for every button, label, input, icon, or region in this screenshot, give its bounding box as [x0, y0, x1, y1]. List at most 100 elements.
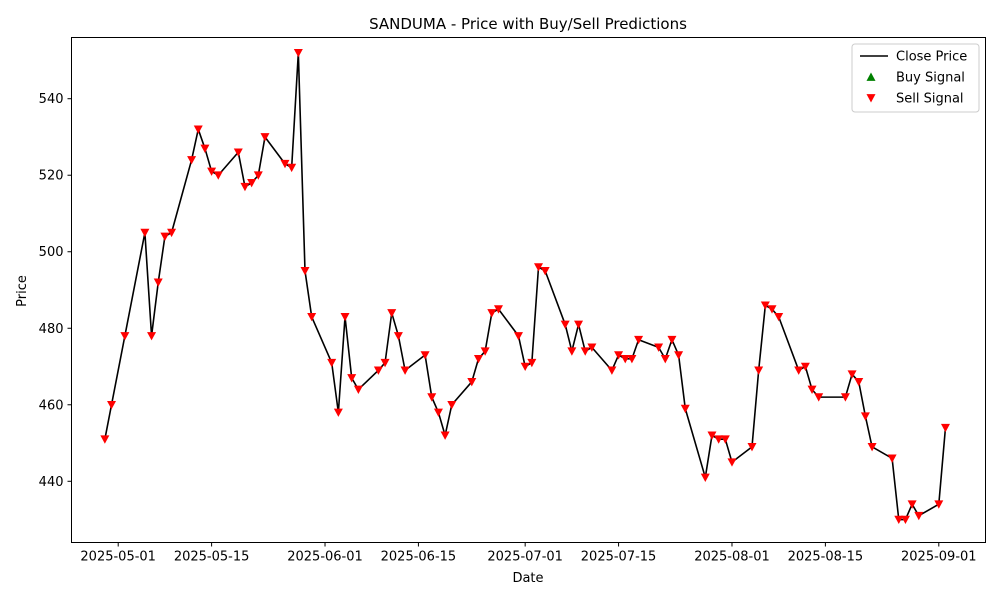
y-tick-label: 500	[39, 245, 64, 260]
x-tick-label: 2025-05-15	[174, 550, 250, 565]
sell-signal-marker	[347, 374, 357, 383]
x-tick-label: 2025-05-01	[80, 550, 156, 565]
sell-signal-marker	[487, 309, 497, 318]
sell-signal-marker	[213, 171, 223, 180]
plot-area	[100, 48, 950, 525]
sell-signal-marker	[280, 159, 290, 169]
y-tick-label: 520	[39, 169, 64, 184]
sell-signal-marker	[674, 351, 684, 360]
sell-signal-marker	[247, 179, 257, 188]
sell-signal-marker	[300, 267, 310, 276]
y-tick-label: 460	[39, 398, 64, 413]
sell-signal-marker	[754, 366, 764, 375]
sell-signal-marker	[147, 332, 157, 341]
close-price-line	[104, 51, 947, 521]
sell-signal-marker	[727, 458, 737, 467]
sell-signal-marker	[287, 163, 297, 173]
sell-signal-marker	[940, 423, 950, 433]
x-tick-label: 2025-08-15	[788, 550, 864, 565]
sell-signal-marker	[253, 171, 263, 180]
sell-signal-marker	[774, 312, 784, 322]
sell-signal-marker	[887, 454, 897, 463]
legend-sell-marker	[866, 94, 876, 103]
sell-signal-marker	[580, 347, 590, 356]
x-tick-label: 2025-07-15	[581, 550, 657, 565]
x-tick-label: 2025-06-15	[381, 550, 457, 565]
sell-signal-marker	[400, 366, 410, 375]
sell-signal-marker	[907, 500, 917, 509]
legend-buy-marker	[866, 72, 876, 81]
sell-signal-marker	[260, 133, 270, 142]
sell-signal-marker	[200, 144, 210, 153]
sell-signal-marker	[427, 393, 437, 402]
sell-signal-marker	[914, 511, 924, 521]
sell-signal-marker	[120, 332, 130, 341]
sell-signal-marker	[440, 431, 450, 440]
y-axis-label: Price	[15, 275, 30, 307]
sell-signal-marker	[854, 377, 864, 387]
sell-signal-marker	[353, 385, 363, 394]
sell-signal-marker	[807, 385, 817, 394]
y-tick-label: 440	[39, 475, 64, 490]
sell-signal-marker	[620, 355, 630, 364]
x-tick-label: 2025-07-01	[487, 550, 563, 565]
sell-signal-marker	[627, 355, 637, 364]
sell-signal-marker	[187, 156, 197, 165]
sell-signal-marker	[760, 301, 770, 310]
x-tick-label: 2025-08-01	[694, 550, 770, 565]
sell-signal-marker	[894, 515, 904, 525]
sell-signal-marker	[680, 404, 690, 414]
legend-box	[851, 43, 980, 113]
sell-signal-marker	[707, 431, 717, 440]
sell-signal-marker	[607, 366, 617, 375]
sell-signal-marker	[567, 347, 577, 356]
sell-signal-marker	[720, 435, 730, 444]
sell-signal-marker	[380, 358, 390, 368]
legend-label: Close Price	[896, 50, 967, 65]
sell-signal-marker	[233, 148, 243, 157]
sell-signal-marker	[634, 335, 644, 345]
sell-signal-marker	[240, 182, 250, 192]
sell-signal-marker	[433, 408, 443, 417]
axis-ticks: 2025-05-01 2025-05-15 2025-06-01 2025-06-15…	[39, 92, 977, 564]
sell-signal-marker	[560, 320, 570, 329]
sell-signal-marker	[520, 362, 530, 372]
sell-signal-marker	[534, 263, 544, 272]
sell-signal-marker	[327, 358, 337, 368]
sell-signal-marker	[614, 351, 624, 360]
sell-signal-marker	[814, 393, 824, 402]
sell-signal-marker	[373, 366, 383, 375]
sell-signal-marker	[714, 435, 724, 444]
x-axis-label: Date	[512, 571, 543, 586]
y-tick-label: 540	[39, 92, 64, 107]
x-tick-label: 2025-09-01	[901, 550, 977, 565]
sell-signal-marker	[160, 232, 170, 241]
sell-signal-marker	[420, 351, 430, 360]
plot-frame	[71, 37, 986, 543]
chart-title: SANDUMA - Price with Buy/Sell Prediction…	[369, 15, 687, 33]
sell-signal-marker	[333, 408, 343, 417]
legend: Close Price Buy Signal Sell Signal	[851, 43, 980, 113]
sell-signal-marker	[934, 500, 944, 509]
sell-signal-marker	[467, 377, 477, 387]
sell-signal-marker	[193, 125, 203, 134]
sell-signal-marker	[767, 305, 777, 314]
sell-signal-marker	[140, 228, 150, 238]
sell-signal-marker	[900, 515, 910, 525]
legend-label: Sell Signal	[896, 92, 964, 107]
sell-signal-marker	[480, 347, 490, 356]
sell-signal-marker	[800, 362, 810, 372]
sell-signal-marker	[387, 309, 397, 318]
sell-signal-marker	[540, 267, 550, 276]
sell-signal-marker	[700, 473, 710, 482]
sell-signal-marker	[840, 393, 850, 402]
sell-signal-marker	[393, 332, 403, 341]
sell-signal-marker	[660, 355, 670, 364]
y-tick-label: 480	[39, 322, 64, 337]
sell-signal-marker	[293, 48, 303, 58]
sell-signal-marker	[473, 355, 483, 364]
sell-signal-marker	[340, 312, 350, 322]
sell-signal-marker	[860, 412, 870, 421]
